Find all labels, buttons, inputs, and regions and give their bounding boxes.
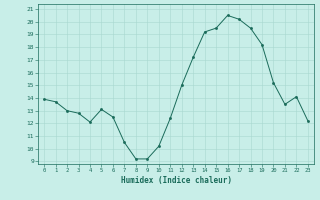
X-axis label: Humidex (Indice chaleur): Humidex (Indice chaleur) xyxy=(121,176,231,185)
